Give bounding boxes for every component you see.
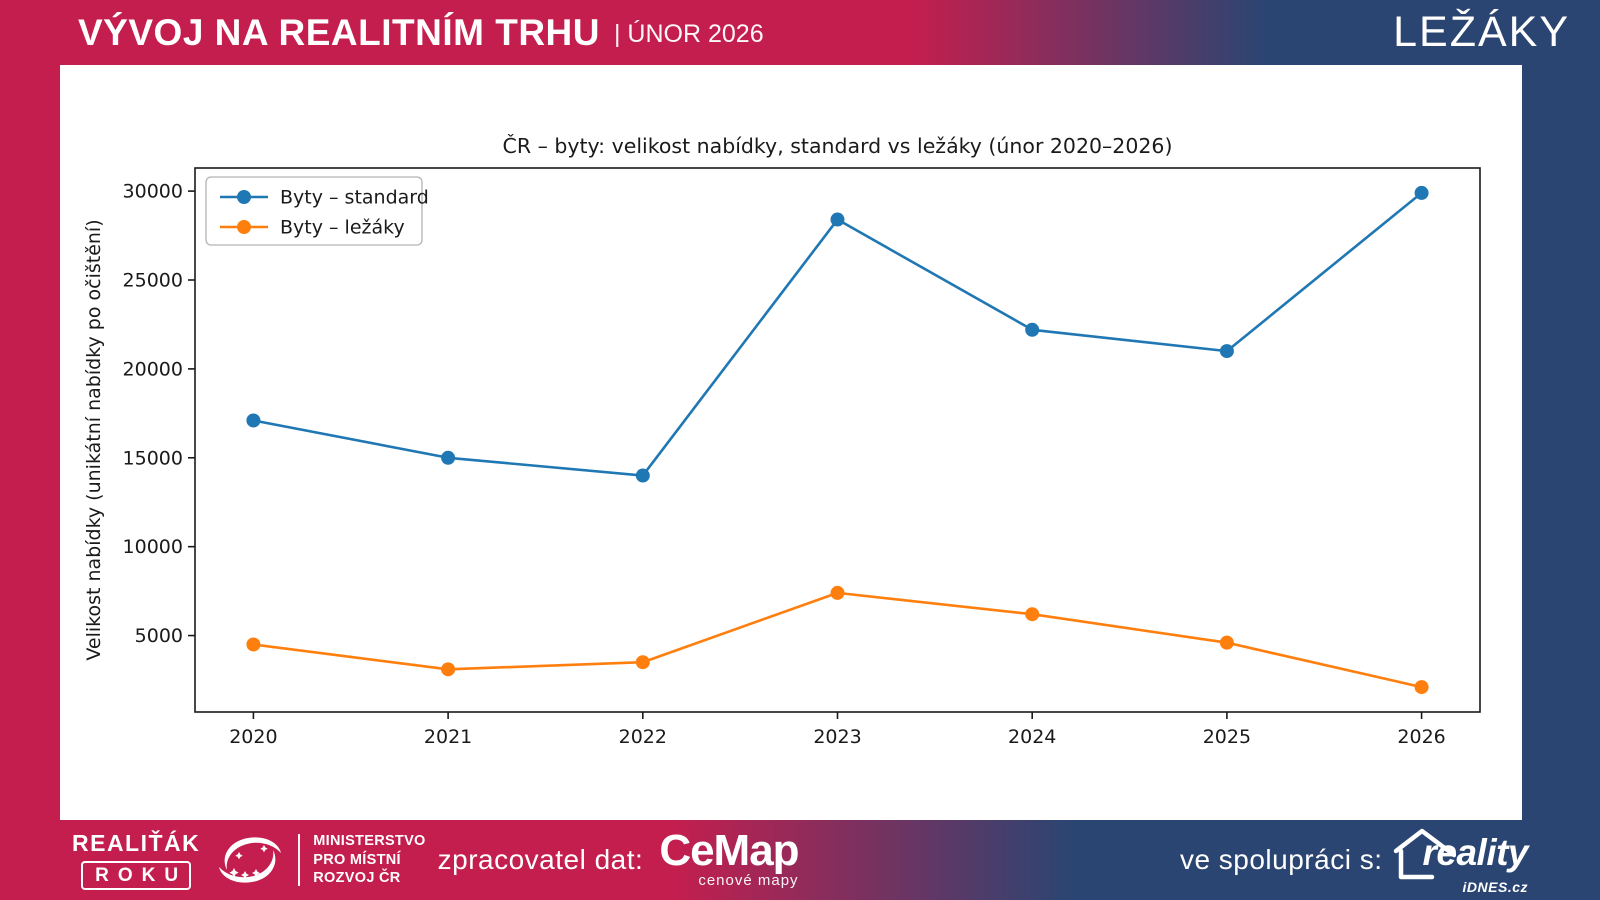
header-bar: VÝVOJ NA REALITNÍM TRHU | ÚNOR 2026 LEŽÁ… <box>0 0 1600 65</box>
x-tick-label: 2021 <box>424 726 472 748</box>
legend-marker <box>237 190 251 204</box>
legend-label: Byty – ležáky <box>280 217 405 239</box>
reality-wordmark: reality <box>1422 832 1528 874</box>
data-point <box>1414 185 1429 200</box>
y-tick-label: 30000 <box>123 181 183 203</box>
data-point <box>635 468 650 483</box>
idnes-wordmark: iDNES.cz <box>1462 879 1528 895</box>
cemap-tagline: cenové mapy <box>698 871 799 889</box>
ministry-line-2: PRO MÍSTNÍ <box>313 851 401 868</box>
data-point <box>635 655 650 670</box>
left-accent-strip <box>0 0 60 900</box>
data-point <box>1025 322 1040 337</box>
series-standard <box>246 185 1429 483</box>
chart-canvas: ČR – byty: velikost nabídky, standard vs… <box>83 133 1481 748</box>
chart-panel: ČR – byty: velikost nabídky, standard vs… <box>60 65 1522 820</box>
legend-label: Byty – standard <box>280 187 429 209</box>
mmr-stars <box>229 845 268 879</box>
realitak-label: REALIŤÁK <box>72 830 201 856</box>
series-line <box>253 191 1423 477</box>
data-point <box>1025 607 1040 622</box>
x-tick-label: 2025 <box>1203 726 1251 748</box>
data-point <box>830 212 845 227</box>
right-accent-strip <box>1522 0 1600 900</box>
house-icon <box>1394 828 1457 880</box>
mmr-swoosh-icon <box>219 837 282 883</box>
x-tick-label: 2020 <box>229 726 277 748</box>
cemap-logo: CeMap cenové mapy <box>659 826 799 889</box>
data-point <box>830 585 845 600</box>
data-provider-label: zpracovatel dat: <box>437 844 644 875</box>
data-point <box>1219 635 1234 650</box>
topic-badge: LEŽÁKY <box>1393 8 1570 56</box>
y-tick-label: 10000 <box>123 536 183 558</box>
y-tick-label: 25000 <box>123 270 183 292</box>
partner-label: ve spolupráci s: <box>1179 844 1383 875</box>
page-title: VÝVOJ NA REALITNÍM TRHU <box>78 11 600 53</box>
y-axis: 5000 10000 15000 20000 25000 30000 <box>123 181 195 647</box>
footer-divider <box>298 834 301 886</box>
data-point <box>246 637 261 652</box>
ministry-line-1: MINISTERSTVO <box>313 832 426 849</box>
legend: Byty – standard Byty – ležáky <box>205 176 429 246</box>
x-axis: 2020 2021 2022 2023 2024 2025 2026 <box>229 712 1446 748</box>
y-tick-label: 20000 <box>123 358 183 380</box>
data-point <box>441 662 456 677</box>
ministry-logo-text: MINISTERSTVO PRO MÍSTNÍ ROZVOJ ČR <box>313 832 425 889</box>
y-tick-label: 15000 <box>123 447 183 469</box>
x-tick-label: 2026 <box>1397 726 1445 748</box>
x-tick-label: 2024 <box>1008 726 1056 748</box>
y-tick-label: 5000 <box>135 625 183 647</box>
realitak-roku-logo: REALIŤÁK ROKU <box>72 830 200 890</box>
cemap-wordmark: CeMap <box>659 826 799 876</box>
page-subtitle: | ÚNOR 2026 <box>613 20 764 48</box>
legend-marker <box>237 220 251 234</box>
chart-title: ČR – byty: velikost nabídky, standard vs… <box>503 133 1173 158</box>
x-tick-label: 2022 <box>619 726 667 748</box>
x-tick-label: 2023 <box>813 726 861 748</box>
footer-bar: REALIŤÁK ROKU MINISTERSTVO PRO MÍSTNÍ RO… <box>0 820 1600 900</box>
data-point <box>246 413 261 428</box>
reality-idnes-logo: reality iDNES.cz <box>1392 825 1528 895</box>
ministry-line-3: ROZVOJ ČR <box>313 870 401 887</box>
y-axis-label: Velikost nabídky (unikátní nabídky po oč… <box>83 219 105 660</box>
series-lezaky <box>246 585 1429 695</box>
data-point <box>1414 680 1429 695</box>
plot-frame <box>194 167 1481 713</box>
data-point <box>441 450 456 465</box>
roku-label: ROKU <box>81 861 192 890</box>
series-line <box>253 591 1422 689</box>
data-point <box>1219 344 1234 359</box>
